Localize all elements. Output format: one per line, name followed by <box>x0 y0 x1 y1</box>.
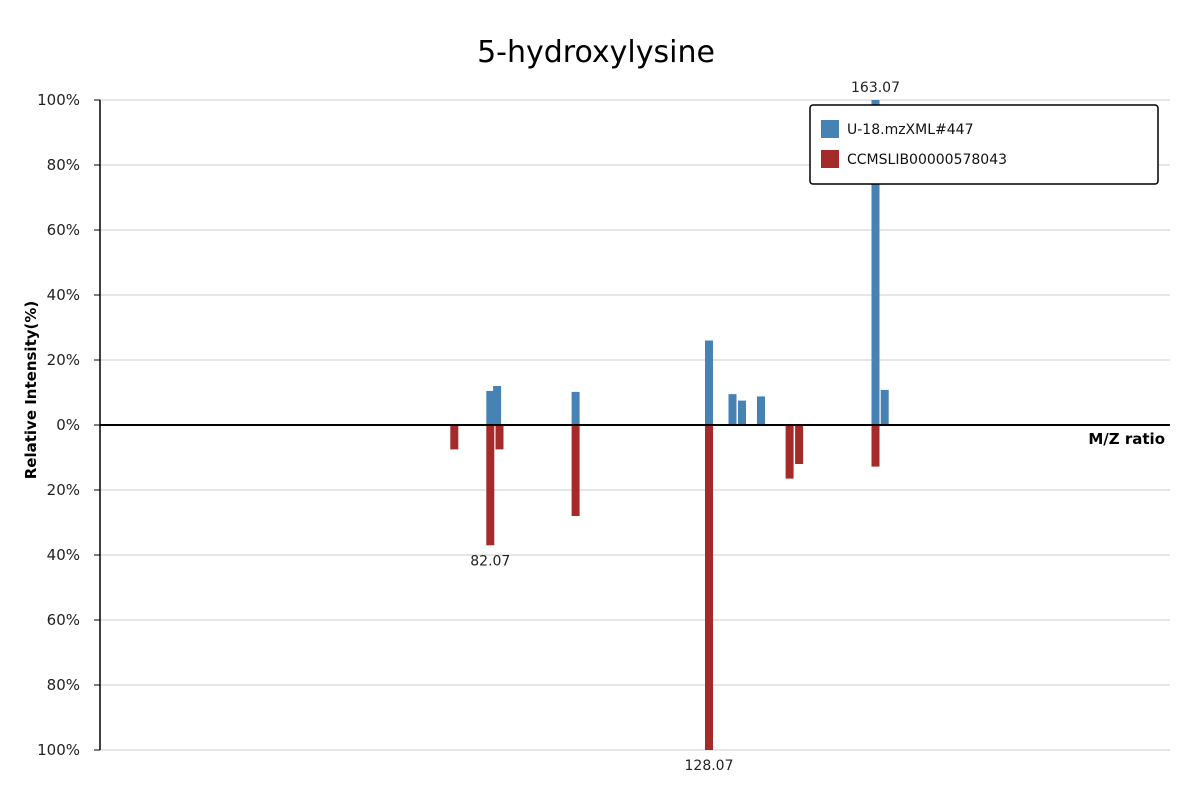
y-tick-labels: 100% 80% 60% 40% 20% 0% 20% 40% 60% 80% 100% <box>37 91 100 759</box>
library-peak-bar <box>450 425 459 450</box>
library-peak-bar <box>705 425 713 750</box>
query-peak-bar <box>738 400 746 425</box>
y-tick-label: 0% <box>56 416 80 434</box>
y-tick-label: 20% <box>47 351 80 369</box>
peak-mz-label: 82.07 <box>470 553 510 569</box>
chart-title: 5-hydroxylysine <box>477 35 715 70</box>
peak-labels: 163.07 82.07 128.07 <box>470 80 900 774</box>
y-tick-label: 40% <box>47 546 80 564</box>
legend-box <box>809 104 1159 185</box>
query-peak-bar <box>571 391 580 425</box>
peak-mz-label: 163.07 <box>851 80 900 96</box>
legend: U-18.mzXML#447 CCMSLIB00000578043 <box>809 104 1159 185</box>
spectrum-peaks <box>450 100 889 750</box>
y-tick-label: 60% <box>47 611 80 629</box>
legend-swatch-library <box>821 150 839 168</box>
peak-mz-label: 128.07 <box>685 758 734 774</box>
query-peak-bar <box>705 340 713 425</box>
x-axis-title: M/Z ratio <box>1088 430 1165 448</box>
y-tick-label: 100% <box>37 91 80 109</box>
library-peak-bar <box>571 425 580 516</box>
legend-swatch-query <box>821 120 839 138</box>
y-tick-label: 60% <box>47 221 80 239</box>
y-tick-label: 80% <box>47 156 80 174</box>
y-tick-label: 20% <box>47 481 80 499</box>
library-peak-bar <box>785 425 794 479</box>
y-tick-label: 100% <box>37 741 80 759</box>
query-peak-bar <box>493 386 502 425</box>
y-tick-label: 80% <box>47 676 80 694</box>
y-tick-label: 40% <box>47 286 80 304</box>
query-peak-bar <box>728 394 737 425</box>
library-peak-bar <box>871 425 880 467</box>
library-peak-bar <box>486 425 495 546</box>
library-peak-bar <box>495 425 504 450</box>
query-peak-bar <box>871 100 880 425</box>
query-peak-bar <box>880 389 889 425</box>
y-axis-title: Relative Intensity(%) <box>22 301 40 480</box>
legend-label-query: U-18.mzXML#447 <box>847 122 973 138</box>
query-peak-bar <box>486 390 495 425</box>
library-peak-bar <box>795 425 804 464</box>
legend-label-library: CCMSLIB00000578043 <box>847 152 1007 168</box>
query-peak-bar <box>757 396 765 425</box>
